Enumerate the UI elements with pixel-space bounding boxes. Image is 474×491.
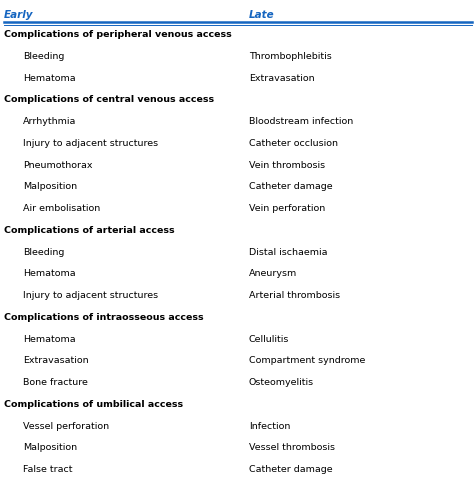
Text: Vessel thrombosis: Vessel thrombosis — [249, 443, 335, 453]
Text: Vein perforation: Vein perforation — [249, 204, 325, 213]
Text: Injury to adjacent structures: Injury to adjacent structures — [23, 139, 158, 148]
Text: Extravasation: Extravasation — [23, 356, 88, 365]
Text: Catheter occlusion: Catheter occlusion — [249, 139, 338, 148]
Text: False tract: False tract — [23, 465, 72, 474]
Text: Bloodstream infection: Bloodstream infection — [249, 117, 353, 126]
Text: Pneumothorax: Pneumothorax — [23, 161, 92, 169]
Text: Injury to adjacent structures: Injury to adjacent structures — [23, 291, 158, 300]
Text: Catheter damage: Catheter damage — [249, 182, 332, 191]
Text: Catheter damage: Catheter damage — [249, 465, 332, 474]
Text: Hematoma: Hematoma — [23, 74, 75, 82]
Text: Complications of central venous access: Complications of central venous access — [4, 95, 214, 104]
Text: Late: Late — [249, 10, 274, 20]
Text: Malposition: Malposition — [23, 443, 77, 453]
Text: Vessel perforation: Vessel perforation — [23, 422, 109, 431]
Text: Distal ischaemia: Distal ischaemia — [249, 247, 328, 257]
Text: Cellulitis: Cellulitis — [249, 335, 289, 344]
Text: Air embolisation: Air embolisation — [23, 204, 100, 213]
Text: Extravasation: Extravasation — [249, 74, 314, 82]
Text: Hematoma: Hematoma — [23, 335, 75, 344]
Text: Bleeding: Bleeding — [23, 52, 64, 61]
Text: Thrombophlebitis: Thrombophlebitis — [249, 52, 332, 61]
Text: Bone fracture: Bone fracture — [23, 378, 88, 387]
Text: Aneurysm: Aneurysm — [249, 270, 297, 278]
Text: Vein thrombosis: Vein thrombosis — [249, 161, 325, 169]
Text: Early: Early — [4, 10, 33, 20]
Text: Complications of intraosseous access: Complications of intraosseous access — [4, 313, 203, 322]
Text: Bleeding: Bleeding — [23, 247, 64, 257]
Text: Hematoma: Hematoma — [23, 270, 75, 278]
Text: Malposition: Malposition — [23, 182, 77, 191]
Text: Osteomyelitis: Osteomyelitis — [249, 378, 314, 387]
Text: Arrhythmia: Arrhythmia — [23, 117, 76, 126]
Text: Complications of arterial access: Complications of arterial access — [4, 226, 174, 235]
Text: Complications of umbilical access: Complications of umbilical access — [4, 400, 183, 409]
Text: Complications of peripheral venous access: Complications of peripheral venous acces… — [4, 30, 231, 39]
Text: Arterial thrombosis: Arterial thrombosis — [249, 291, 340, 300]
Text: Compartment syndrome: Compartment syndrome — [249, 356, 365, 365]
Text: Infection: Infection — [249, 422, 290, 431]
